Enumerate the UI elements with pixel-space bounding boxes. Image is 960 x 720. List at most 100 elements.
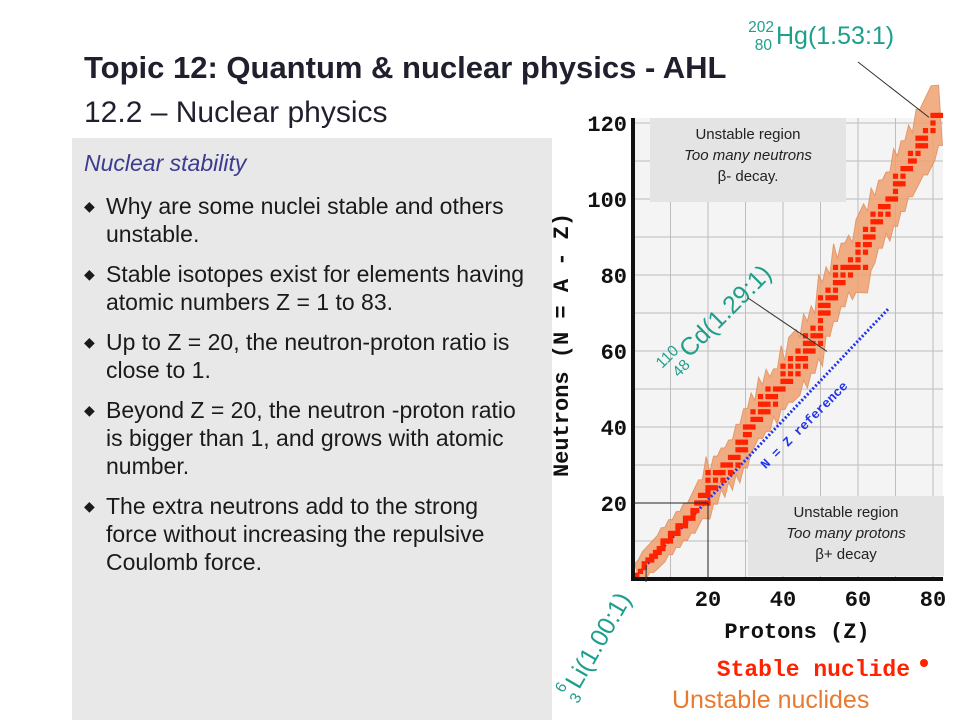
y-tick-label: 80 <box>601 265 627 290</box>
stable-nuclide-point <box>817 295 824 301</box>
stable-nuclide-point <box>675 523 681 529</box>
stable-nuclide-point <box>892 196 899 202</box>
stable-nuclide-point <box>930 112 936 118</box>
callout-title: Unstable region <box>793 504 899 521</box>
stable-nuclide-point <box>821 302 827 308</box>
stable-nuclide-point <box>877 219 884 225</box>
bullet-text: The extra neutrons add to the strong for… <box>106 493 485 575</box>
x-axis-label: Protons (Z) <box>724 620 869 645</box>
stable-nuclide-point <box>724 462 730 468</box>
isotope-symbol: Hg(1.53:1) <box>776 22 894 50</box>
stable-nuclide-point <box>802 348 809 354</box>
bullet-text: Up to Z = 20, the neutron-proton ratio i… <box>106 329 510 383</box>
stable-nuclide-point <box>855 242 861 248</box>
stable-nuclide-point <box>750 416 756 422</box>
stable-nuclide-point <box>787 356 794 362</box>
x-tick-label: 60 <box>845 588 871 613</box>
stable-nuclide-point <box>690 508 696 514</box>
stable-nuclide-point <box>705 489 711 495</box>
stable-nuclide-point <box>836 280 842 286</box>
stable-nuclide-point <box>757 401 764 407</box>
bullet-item: ◆ Up to Z = 20, the neutron-proton ratio … <box>84 328 529 384</box>
stable-nuclide-point <box>870 234 876 240</box>
stable-nuclide-point <box>900 181 906 187</box>
stable-nuclide-point <box>855 249 861 255</box>
stable-nuclide-point <box>649 557 655 563</box>
stable-nuclide-point <box>720 470 726 476</box>
stable-nuclide-point <box>765 394 771 400</box>
stable-nuclide-point <box>690 511 696 517</box>
y-tick-label: 60 <box>601 341 627 366</box>
stable-nuclide-point <box>817 302 824 308</box>
bullet-item: ◆ The extra neutrons add to the strong fo… <box>84 492 529 576</box>
stable-nuclide-point <box>679 523 685 529</box>
stable-nuclide-point <box>742 439 749 445</box>
stable-nuclide-point <box>855 257 861 263</box>
callout-title: Unstable region <box>695 126 801 143</box>
unstable-nuclide-band <box>634 84 943 580</box>
bullet-text: Stable isotopes exist for elements havin… <box>106 261 525 315</box>
diamond-bullet-icon: ◆ <box>84 498 95 514</box>
stable-nuclide-point <box>847 272 854 278</box>
stable-nuclide-point <box>832 264 839 270</box>
stable-nuclide-point <box>757 416 764 422</box>
stable-nuclide-point <box>832 272 839 278</box>
stable-nuclide-point <box>641 565 647 571</box>
stable-nuclide-point <box>844 264 850 270</box>
stable-nuclide-point <box>656 546 662 552</box>
stable-nuclide-point <box>825 302 831 308</box>
stable-nuclide-point <box>885 204 891 210</box>
stable-nuclide-point <box>795 363 801 369</box>
stable-nuclide-point <box>817 333 824 339</box>
stable-nuclide-point <box>772 401 779 407</box>
stable-nuclide-point <box>757 394 764 400</box>
stable-nuclide-point <box>817 318 824 324</box>
stable-nuclide-point <box>727 454 734 460</box>
stable-nuclide-point <box>735 439 741 445</box>
stable-nuclide-point <box>802 340 809 346</box>
y-tick-label: 20 <box>601 493 627 518</box>
stable-nuclide-point <box>806 348 812 354</box>
stable-nuclide-point <box>727 470 734 476</box>
stable-nuclide-point <box>664 538 670 544</box>
stable-nuclide-point <box>817 325 824 331</box>
stable-nuclide-point <box>780 363 786 369</box>
stable-nuclide-point <box>712 477 719 483</box>
stable-nuclide-point <box>919 143 925 149</box>
diamond-bullet-icon: ◆ <box>84 266 95 282</box>
stable-nuclide-point <box>840 264 846 270</box>
stable-nuclide-point <box>810 333 816 339</box>
stable-nuclide-point <box>712 485 719 491</box>
stable-nuclide-point <box>847 257 854 263</box>
stable-nuclide-point <box>765 409 771 415</box>
stable-nuclide-point <box>832 280 839 286</box>
stable-nuclide-point <box>795 371 801 377</box>
stable-nuclide-point <box>866 242 872 248</box>
stable-nuclide-point <box>802 333 809 339</box>
stable-nuclide-point <box>720 477 726 483</box>
stable-nuclide-point <box>862 264 869 270</box>
stable-nuclide-point <box>634 572 640 578</box>
stable-nuclide-point <box>795 356 801 362</box>
stable-nuclide-point <box>840 272 846 278</box>
stable-nuclide-point <box>922 143 929 149</box>
content-panel <box>72 138 552 720</box>
stable-nuclide-point <box>885 211 891 217</box>
stable-nuclide-point <box>667 530 674 536</box>
stable-nuclide-point <box>810 348 816 354</box>
stable-nuclide-point <box>765 386 771 392</box>
leader-line-cd <box>747 297 828 352</box>
stable-nuclide-point <box>806 340 812 346</box>
stable-nuclide-point <box>686 515 692 521</box>
legend-stable-label: Stable nuclide <box>717 657 910 683</box>
stable-nuclide-point <box>754 416 760 422</box>
isotope-mass-number: 202 <box>748 19 774 36</box>
stable-nuclide-point <box>682 515 689 521</box>
stable-nuclide-point <box>742 447 749 453</box>
stable-nuclide-point <box>900 166 906 172</box>
stable-nuclide-point <box>675 530 681 536</box>
stable-nuclide-point <box>866 234 872 240</box>
stable-nuclide-point <box>780 371 786 377</box>
stable-nuclide-point <box>832 295 839 301</box>
